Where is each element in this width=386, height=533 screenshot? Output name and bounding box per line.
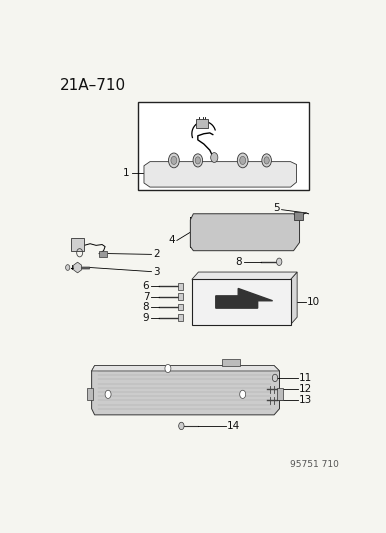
Circle shape	[105, 390, 111, 399]
Circle shape	[237, 153, 248, 168]
Polygon shape	[291, 272, 297, 325]
Text: 13: 13	[299, 395, 312, 406]
Bar	[71, 238, 84, 251]
Circle shape	[66, 265, 70, 270]
Circle shape	[264, 157, 269, 164]
Bar	[192, 279, 291, 325]
Circle shape	[179, 422, 184, 430]
Circle shape	[171, 156, 177, 165]
Text: 1: 1	[123, 168, 130, 177]
Text: 14: 14	[227, 421, 240, 431]
Circle shape	[276, 258, 282, 265]
Text: 9: 9	[143, 312, 149, 322]
Polygon shape	[74, 262, 81, 273]
Polygon shape	[91, 366, 279, 415]
Text: 12: 12	[299, 384, 312, 394]
Circle shape	[262, 154, 271, 167]
Text: 21A–710: 21A–710	[60, 78, 126, 93]
Bar	[178, 314, 183, 321]
Circle shape	[195, 157, 200, 164]
Text: 3: 3	[153, 267, 159, 277]
Circle shape	[193, 154, 203, 167]
Text: 7: 7	[143, 292, 149, 302]
Bar	[99, 251, 107, 257]
Polygon shape	[222, 359, 240, 366]
Text: 8: 8	[235, 257, 242, 267]
Polygon shape	[277, 388, 283, 400]
Text: 5: 5	[273, 204, 280, 213]
Circle shape	[240, 390, 246, 399]
Bar	[178, 304, 183, 310]
Text: 4: 4	[168, 236, 175, 245]
Circle shape	[169, 153, 179, 168]
Polygon shape	[192, 272, 297, 279]
Bar	[178, 293, 183, 300]
Circle shape	[240, 156, 245, 165]
Text: 6: 6	[143, 281, 149, 292]
Polygon shape	[144, 161, 296, 187]
Text: 10: 10	[307, 297, 320, 307]
Circle shape	[272, 374, 278, 382]
Text: 2: 2	[153, 249, 159, 260]
Text: 8: 8	[143, 302, 149, 312]
Bar	[294, 212, 303, 220]
Polygon shape	[87, 388, 93, 400]
Polygon shape	[216, 288, 273, 308]
Polygon shape	[190, 214, 300, 251]
Text: 95751 710: 95751 710	[290, 461, 339, 470]
Bar	[196, 119, 208, 128]
Polygon shape	[91, 366, 279, 371]
Circle shape	[165, 365, 171, 373]
Circle shape	[211, 152, 218, 163]
Text: 11: 11	[299, 373, 312, 383]
Bar	[138, 102, 308, 190]
Bar	[178, 283, 183, 290]
